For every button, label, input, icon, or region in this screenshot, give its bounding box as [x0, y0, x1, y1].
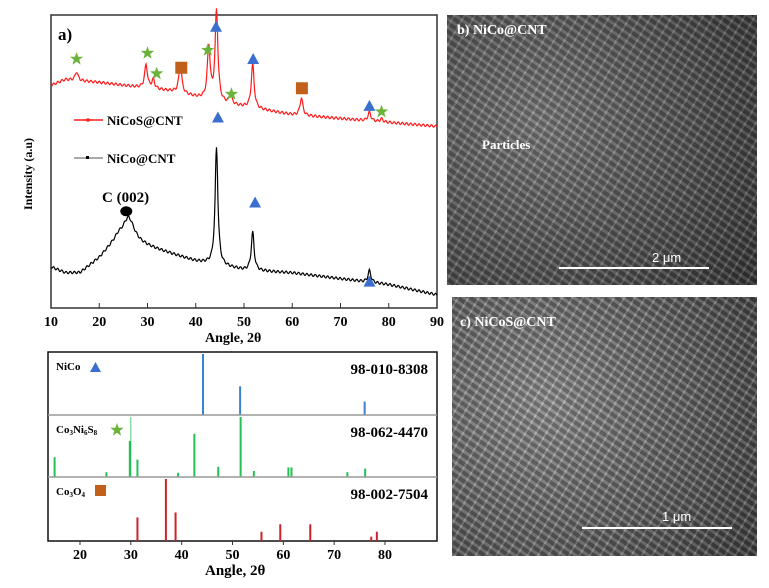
reference-code-co3ni6s8: 98-062-4470 [351, 425, 429, 441]
reference-code-nico: 98-010-8308 [351, 362, 429, 378]
nico-triangle-marker [363, 275, 376, 287]
co3o4-square-icon [95, 485, 106, 496]
x-tick-label: 40 [189, 315, 203, 330]
particles-annotation: Particles [482, 137, 531, 152]
nico-triangle-icon [90, 362, 101, 372]
scale-label-c: 1 μm [662, 509, 692, 524]
x-tick-label: 60 [285, 315, 299, 330]
sem-image-nico: b) NiCo@CNT Particles 2 μm [447, 15, 757, 285]
co3ni6s8-star-marker [150, 66, 164, 80]
legend-nicos: NiCoS@CNT [107, 113, 183, 128]
scale-bar-c [582, 527, 732, 529]
phase-name-co3ni6s8: Co3Ni6S8 [56, 424, 98, 437]
co3ni6s8-star-marker [374, 104, 389, 118]
legend: NiCoS@CNT NiCo@CNT [74, 113, 183, 166]
nico-triangle-marker [247, 52, 260, 64]
co3ni6s8-star-marker [140, 46, 155, 59]
sem-image-nicos: c) NiCoS@CNT 1 μm [452, 297, 757, 556]
sem-c-label: c) NiCoS@CNT [460, 315, 556, 330]
c002-label: C (002) [102, 190, 149, 206]
co3ni6s8-star-marker [201, 43, 215, 56]
series-line-nico-cnt [50, 147, 438, 296]
y-axis-label: Intensity (a.u) [21, 138, 35, 210]
series-line-nicos-cnt [50, 8, 438, 128]
nico-triangle-marker [210, 20, 223, 32]
x-tick-label: 20 [73, 548, 87, 563]
x-tick-label: 70 [334, 315, 348, 330]
x-tick-label: 10 [44, 315, 58, 330]
nico-triangle-marker [211, 111, 224, 123]
scale-label-b: 2 μm [652, 250, 682, 265]
x-tick-label: 30 [141, 315, 155, 330]
x-tick-label: 40 [175, 548, 189, 563]
x-tick-label: 50 [237, 315, 251, 330]
co3ni6s8-star-icon [110, 423, 124, 436]
carbon-circle-marker [120, 206, 133, 217]
xrd-figure: a) C (002) NiCoS@CNT NiCo@CNT Intensity … [21, 8, 444, 579]
panel-label-a: a) [58, 25, 72, 44]
nico-triangle-marker [363, 99, 376, 111]
phase-name-nico: NiCo [56, 361, 81, 373]
legend-nico: NiCo@CNT [107, 151, 176, 166]
x-axis-label-top: Angle, 2θ [205, 331, 261, 346]
x-tick-label: 50 [225, 548, 239, 563]
reference-frame [47, 351, 438, 542]
x-tick-label: 20 [92, 315, 106, 330]
phase-name-co3o4: Co3O4 [56, 486, 86, 499]
nico-triangle-marker [249, 196, 262, 208]
co3ni6s8-star-marker [224, 87, 239, 100]
x-axis-label-bottom: Angle, 2θ [205, 563, 266, 579]
co3ni6s8-star-marker [69, 51, 84, 65]
x-tick-label: 80 [382, 315, 396, 330]
x-tick-label: 80 [378, 548, 392, 563]
reference-code-co3o4: 98-002-7504 [351, 487, 429, 503]
x-tick-label: 90 [430, 315, 444, 330]
co3o4-square-marker [175, 61, 188, 74]
x-tick-label: 70 [327, 548, 341, 563]
x-tick-label: 30 [124, 548, 138, 563]
scale-bar-b [559, 267, 709, 269]
sem-b-label: b) NiCo@CNT [457, 23, 547, 38]
co3o4-square-marker [295, 82, 308, 95]
x-tick-label: 60 [276, 548, 290, 563]
